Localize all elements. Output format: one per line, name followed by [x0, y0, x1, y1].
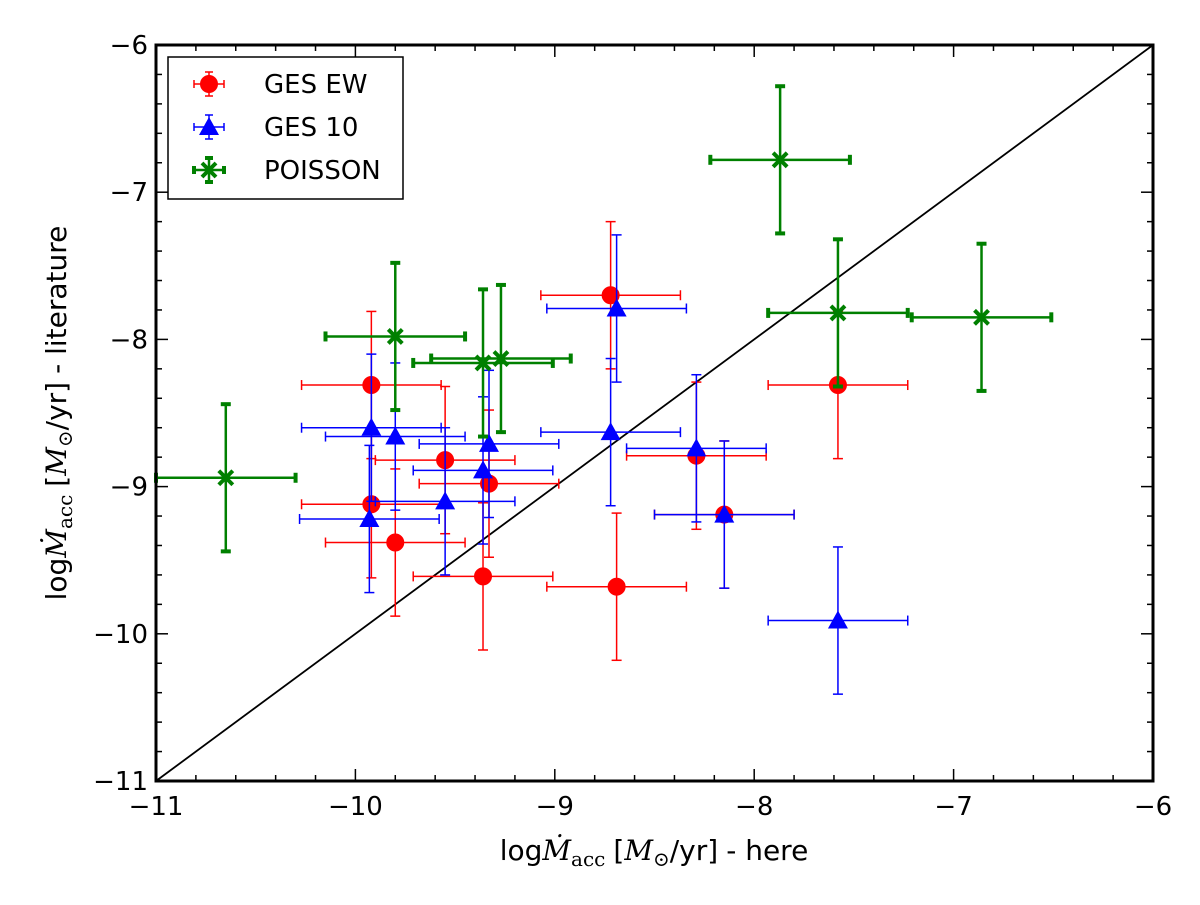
- plot-frame: [154, 43, 1155, 783]
- data-point: [827, 610, 848, 629]
- data-point: [386, 328, 404, 345]
- data-point: [973, 308, 990, 326]
- legend-entry-ges-ew: GES EW: [193, 70, 367, 100]
- series-ges-10: [298, 234, 909, 695]
- y-tick-label: −6: [110, 31, 148, 61]
- legend-entry-ges-10: GES 10: [193, 113, 358, 143]
- data-point: [601, 286, 620, 305]
- y-axis-label: logṀacc[M⊙/yr]- literature: [40, 226, 77, 601]
- data-point: [478, 433, 499, 452]
- data-point: [217, 469, 235, 487]
- x-axis-label: logṀacc [M⊙/yr] - here: [500, 834, 809, 871]
- y-tick-label: −8: [110, 325, 148, 355]
- data-point: [829, 304, 847, 322]
- data-point: [359, 508, 380, 527]
- data-point: [714, 504, 735, 523]
- legend-entry-poisson: POISSON: [192, 156, 381, 186]
- legend-label: GES EW: [264, 70, 367, 100]
- data-point: [473, 460, 494, 479]
- data-point: [435, 491, 456, 510]
- data-point: [607, 577, 626, 596]
- data-point: [492, 350, 510, 367]
- data-point: [600, 422, 621, 441]
- data-point: [771, 151, 789, 169]
- reference-line-one-to-one: [155, 44, 1154, 782]
- data-point: [606, 298, 627, 317]
- legend-label: POISSON: [264, 156, 381, 186]
- x-tick-label: −10: [328, 792, 383, 822]
- data-point: [686, 438, 707, 457]
- series-poisson: [154, 84, 1054, 554]
- data-point: [361, 417, 382, 436]
- data-point: [385, 426, 406, 445]
- x-tick-label: −6: [1134, 792, 1172, 822]
- y-tick-label: −7: [110, 178, 148, 208]
- x-tick-label: −9: [536, 792, 574, 822]
- y-tick-label: −11: [93, 767, 148, 797]
- x-tick-label: −7: [934, 792, 972, 822]
- data-point: [386, 533, 405, 552]
- legend: GES EW GES 10 POISSON: [167, 56, 404, 200]
- data-point: [474, 567, 493, 586]
- x-tick-label: −11: [129, 792, 184, 822]
- legend-marker: [199, 117, 219, 135]
- y-tick-label: −9: [110, 473, 148, 503]
- y-tick-label: −10: [93, 620, 148, 650]
- legend-marker: [200, 161, 218, 179]
- x-tick-label: −8: [735, 792, 773, 822]
- legend-marker: [200, 75, 218, 93]
- legend-label: GES 10: [264, 113, 358, 143]
